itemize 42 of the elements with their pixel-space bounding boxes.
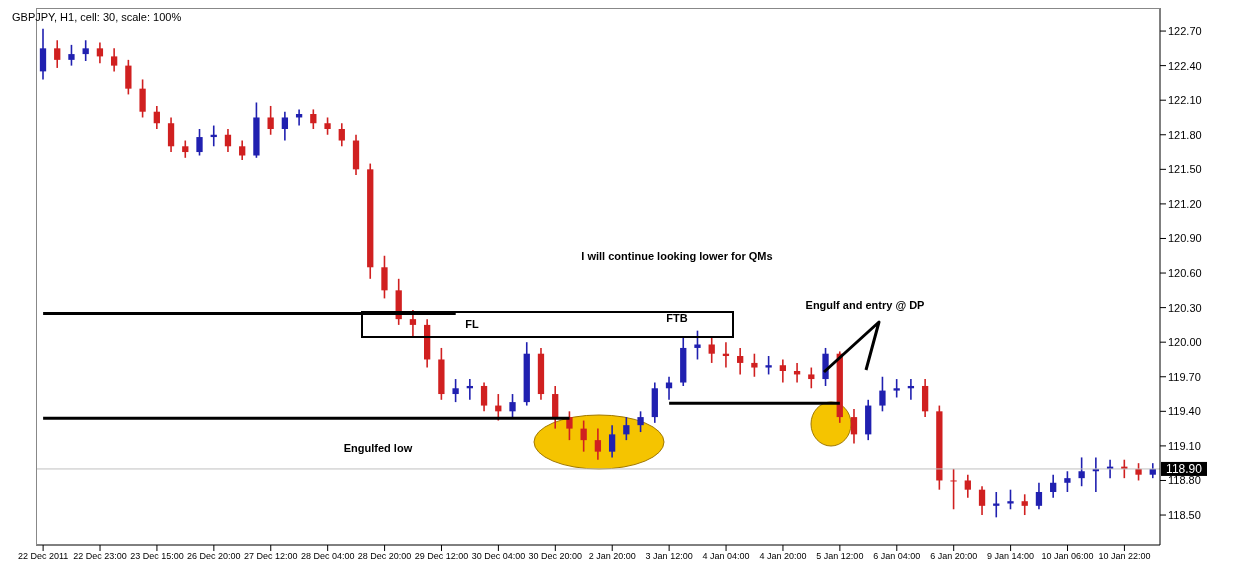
annotation: Engulf and entry @ DP (805, 299, 925, 311)
y-tick-label: 120.00 (1168, 336, 1202, 349)
x-tick-label: 29 Dec 12:00 (414, 551, 469, 562)
chart-title: GBPJPY, H1, cell: 30, scale: 100% (12, 11, 182, 23)
x-tick-label: 4 Jan 04:00 (702, 551, 750, 562)
annotation: FTB (666, 312, 688, 324)
ref-line-label: 118.90 (1166, 461, 1203, 476)
x-tick-label: 26 Dec 20:00 (187, 551, 241, 562)
x-tick-label: 22 Dec 23:00 (73, 551, 127, 562)
x-tick-label: 22 Dec 2011 (17, 551, 69, 562)
y-tick-label: 120.30 (1168, 301, 1202, 314)
x-tick-label: 6 Jan 20:00 (930, 551, 978, 562)
x-tick-label: 2 Jan 20:00 (588, 551, 636, 562)
y-tick-label: 122.10 (1168, 94, 1202, 107)
y-tick-label: 118.80 (1168, 474, 1201, 487)
x-tick-label: 3 Jan 12:00 (645, 551, 693, 562)
x-tick-label: 30 Dec 20:00 (528, 551, 583, 562)
x-tick-label: 10 Jan 06:00 (1041, 551, 1094, 562)
x-tick-label: 28 Dec 04:00 (300, 551, 355, 562)
y-tick-label: 119.40 (1168, 405, 1201, 418)
y-tick-label: 122.40 (1168, 59, 1202, 72)
y-tick-label: 118.50 (1168, 508, 1201, 521)
y-tick-label: 121.50 (1168, 163, 1202, 176)
x-tick-label: 30 Dec 04:00 (471, 551, 526, 562)
y-tick-label: 119.10 (1168, 439, 1201, 452)
x-tick-label: 4 Jan 20:00 (759, 551, 807, 562)
y-tick-label: 121.80 (1168, 128, 1202, 141)
annotation: FL (465, 318, 479, 330)
x-tick-label: 10 Jan 22:00 (1098, 551, 1151, 562)
y-tick-label: 122.70 (1168, 24, 1202, 37)
x-tick-label: 23 Dec 15:00 (130, 551, 184, 562)
y-tick-label: 119.70 (1168, 370, 1201, 383)
x-tick-label: 9 Jan 14:00 (987, 551, 1035, 562)
x-tick-label: 28 Dec 20:00 (357, 551, 412, 562)
annotation: Engulfed low (343, 442, 413, 454)
y-tick-label: 120.90 (1168, 232, 1202, 245)
x-tick-label: 6 Jan 04:00 (873, 551, 921, 562)
y-tick-label: 121.20 (1168, 197, 1202, 210)
x-tick-label: 5 Jan 12:00 (816, 551, 864, 562)
y-tick-label: 120.60 (1168, 266, 1202, 279)
annotation: I will continue looking lower for QMs (581, 250, 773, 262)
x-tick-label: 27 Dec 12:00 (243, 551, 298, 562)
